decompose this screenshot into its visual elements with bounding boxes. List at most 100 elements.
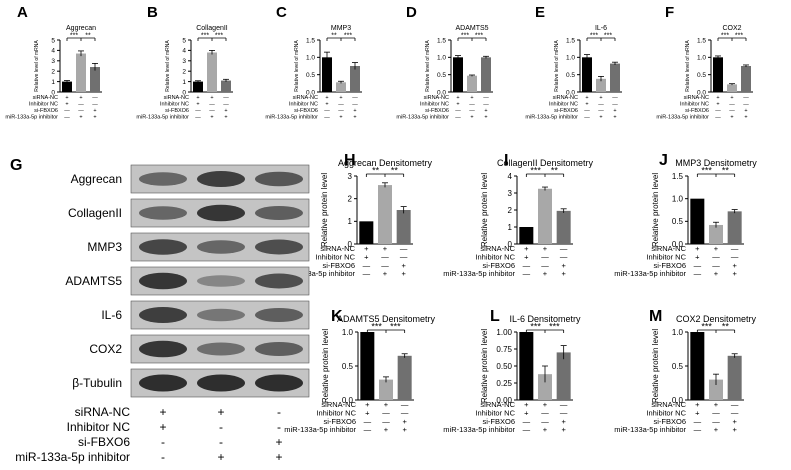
condition-sign: + [599, 95, 602, 101]
sig-label: *** [344, 33, 352, 40]
y-tick-label: 1.0 [437, 55, 446, 62]
condition-label: miR-133a-5p inhibitor [265, 115, 318, 121]
band-label: COX2 [89, 342, 122, 356]
condition-label: miR-133a-5p inhibitor [396, 115, 449, 121]
band-label: Aggrecan [71, 172, 122, 186]
sig-label: *** [604, 33, 612, 40]
sig-label: *** [735, 33, 743, 40]
blot-band [255, 374, 303, 392]
y-axis-label: Relative protein level [480, 329, 489, 403]
condition-sign: - [161, 435, 165, 449]
bar [713, 57, 723, 92]
chart-title: CollagenII [196, 25, 228, 32]
blot-band [197, 275, 245, 287]
condition-label: si-FBXO6 [554, 108, 578, 114]
condition-sign: — [78, 108, 84, 114]
band-label: CollagenII [68, 206, 122, 220]
y-tick-label: 0 [508, 240, 513, 249]
condition-label: siRNA-NC [480, 400, 515, 409]
panel-label: L [490, 308, 500, 325]
y-tick-label: 1.5 [437, 37, 446, 44]
condition-sign: + [585, 102, 588, 108]
condition-sign: — [523, 417, 531, 426]
condition-label: siRNA-NC [424, 95, 449, 101]
y-tick-label: 5 [51, 37, 55, 44]
condition-sign: — [483, 95, 489, 101]
condition-sign: — [352, 102, 358, 108]
blot-band [255, 273, 303, 289]
condition-label: Inhibitor NC [67, 420, 131, 434]
sig-label: *** [530, 166, 541, 176]
condition-sign: + [210, 95, 213, 101]
condition-sign: — [541, 261, 549, 270]
condition-sign: — [523, 261, 531, 270]
condition-label: miR-133a-5p inhibitor [614, 269, 686, 278]
chart-title: IL-6 Densitometry [509, 314, 581, 324]
chart-title: IL-6 [595, 25, 607, 32]
y-tick-label: 2 [508, 206, 513, 215]
chart-M: M COX2 Densitometry 0.0 0.5 1.0 Relative prot… [614, 308, 756, 434]
bar [467, 75, 477, 92]
y-tick-label: 0.5 [437, 72, 446, 79]
blot-band [255, 171, 303, 187]
y-tick-label: 0.5 [697, 72, 706, 79]
condition-sign: — [382, 408, 390, 417]
y-tick-label: 0.0 [672, 396, 684, 405]
panel-label: I [504, 152, 508, 169]
condition-sign: — [712, 261, 720, 270]
condition-sign: + [93, 115, 96, 121]
y-tick-label: 0.0 [437, 89, 446, 96]
condition-sign: + [402, 417, 407, 426]
bar [359, 221, 374, 244]
condition-label: Inhibitor NC [289, 102, 318, 108]
condition-sign: + [196, 102, 199, 108]
condition-sign: — [338, 108, 344, 114]
y-tick-label: 0.0 [672, 240, 684, 249]
condition-label: si-FBXO6 [294, 108, 318, 114]
bar [610, 63, 620, 92]
y-tick-label: 1 [508, 223, 513, 232]
condition-sign: + [585, 95, 588, 101]
panel-label: K [331, 308, 343, 325]
condition-sign: + [456, 95, 459, 101]
condition-sign: — [729, 108, 735, 114]
condition-label: siRNA-NC [321, 400, 356, 409]
chart-title: ADAMTS5 Densitometry [337, 314, 436, 324]
sig-label: *** [701, 322, 712, 332]
y-axis-label: Relative protein level [480, 173, 489, 247]
condition-sign: — [363, 269, 371, 278]
condition-sign: + [365, 408, 370, 417]
bar [727, 211, 742, 244]
condition-label: siRNA-NC [684, 95, 709, 101]
condition-label: si-FBXO6 [425, 108, 449, 114]
condition-sign: + [275, 435, 282, 449]
bar [396, 210, 411, 244]
panel-label: G [10, 157, 22, 174]
y-tick-label: 0.5 [306, 72, 315, 79]
sig-label: *** [201, 33, 209, 40]
condition-sign: + [353, 115, 356, 121]
condition-sign: — [324, 115, 330, 121]
blot-band [255, 239, 303, 255]
sig-label: ** [551, 166, 559, 176]
y-tick-label: 3 [508, 189, 513, 198]
condition-sign: + [714, 244, 719, 253]
y-tick-label: 0.0 [306, 89, 315, 96]
condition-sign: — [715, 115, 721, 121]
condition-sign: — [92, 95, 98, 101]
chart-title: COX2 [722, 25, 741, 32]
bar [709, 224, 723, 244]
condition-sign: + [79, 115, 82, 121]
y-tick-label: 4 [182, 48, 186, 55]
panel-label: A [17, 4, 28, 21]
condition-label: Inhibitor NC [160, 102, 189, 108]
condition-label: si-FBXO6 [165, 108, 189, 114]
condition-sign: — [352, 95, 358, 101]
sig-label: *** [701, 166, 712, 176]
condition-sign: + [524, 252, 529, 261]
condition-sign: + [732, 261, 737, 270]
condition-label: Inhibitor NC [475, 252, 515, 261]
condition-sign: + [744, 115, 747, 121]
